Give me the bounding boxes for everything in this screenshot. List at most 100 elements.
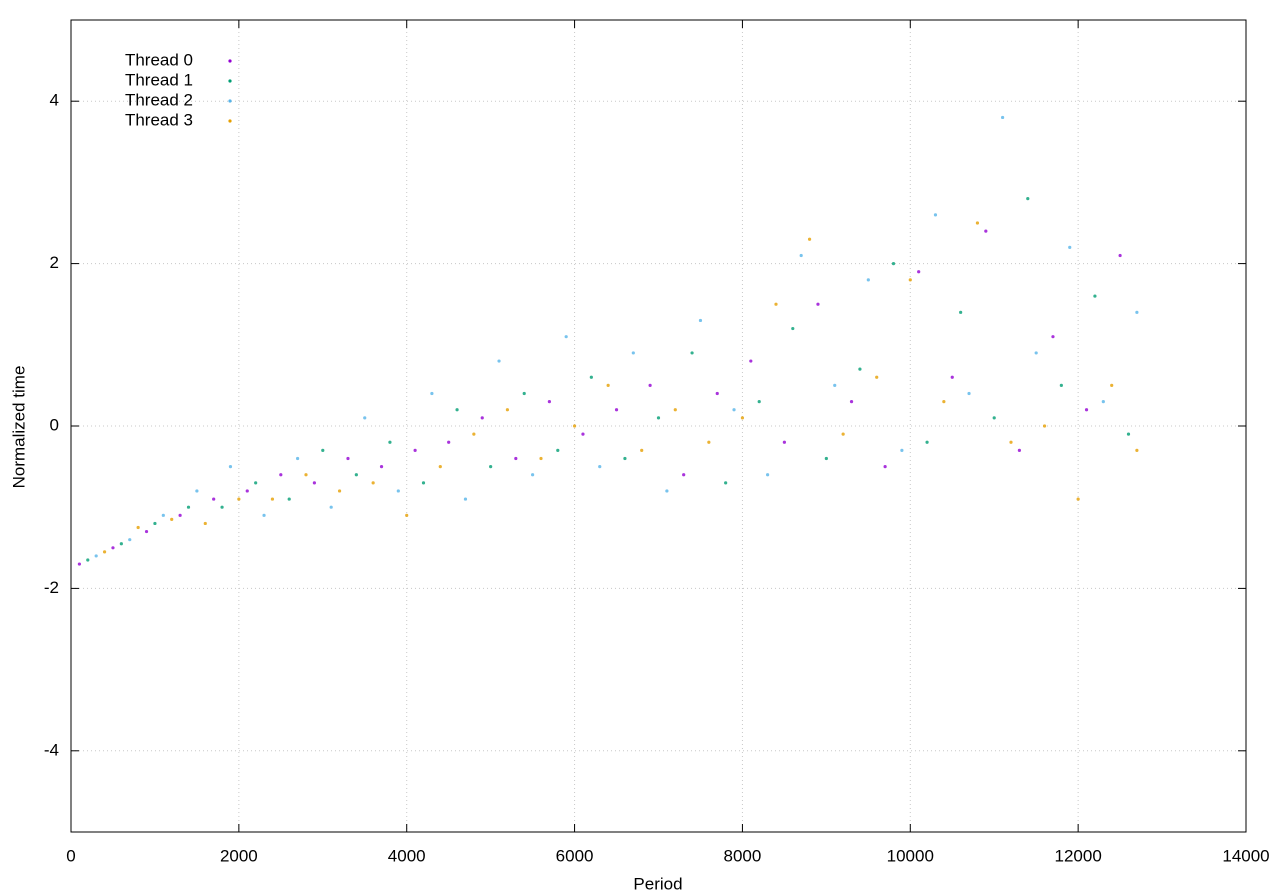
point <box>849 400 854 404</box>
point <box>1135 310 1139 314</box>
point <box>1135 448 1139 452</box>
point <box>329 505 333 509</box>
point <box>917 270 921 274</box>
y-tick-label: -4 <box>44 740 59 759</box>
legend-label: Thread 3 <box>125 110 193 129</box>
point <box>623 456 627 461</box>
point <box>161 513 165 517</box>
point <box>514 456 518 461</box>
point <box>195 489 199 493</box>
point <box>606 383 610 387</box>
point <box>564 335 568 339</box>
point <box>992 416 996 420</box>
x-tick-label: 12000 <box>1055 846 1102 865</box>
point <box>312 481 316 485</box>
point <box>967 391 971 396</box>
point <box>782 440 786 444</box>
point <box>505 408 510 412</box>
point <box>589 375 593 379</box>
point <box>1068 245 1072 249</box>
point <box>228 465 233 469</box>
point <box>86 558 90 562</box>
legend-marker <box>228 59 232 63</box>
point <box>77 562 81 566</box>
point <box>598 465 602 469</box>
point <box>791 326 795 331</box>
x-tick-label: 6000 <box>556 846 594 865</box>
point <box>119 542 123 546</box>
point <box>455 408 459 412</box>
point <box>547 400 551 404</box>
point <box>379 465 384 469</box>
point <box>866 278 870 282</box>
point <box>203 521 207 526</box>
point <box>279 473 283 477</box>
point <box>220 505 224 509</box>
point <box>799 253 803 258</box>
legend-marker <box>228 79 232 83</box>
y-tick-label: 0 <box>50 415 59 434</box>
point <box>102 550 107 554</box>
point <box>1051 335 1055 339</box>
point <box>136 525 140 530</box>
point <box>1093 294 1097 298</box>
point <box>1001 115 1005 120</box>
point <box>270 497 275 501</box>
point <box>128 538 132 542</box>
point <box>581 432 585 436</box>
x-tick-label: 2000 <box>220 846 258 865</box>
point <box>900 448 904 452</box>
point <box>950 375 954 379</box>
point <box>497 359 501 363</box>
y-axis-label: Normalized time <box>9 366 28 489</box>
point <box>807 237 812 241</box>
point <box>766 473 770 477</box>
point <box>371 481 375 485</box>
point <box>640 448 644 452</box>
point <box>925 440 929 444</box>
point <box>304 473 308 477</box>
point <box>480 416 484 420</box>
y-tick-label: 2 <box>50 253 59 272</box>
point <box>1059 383 1063 387</box>
point <box>472 432 476 436</box>
x-axis-label: Period <box>633 874 682 893</box>
point <box>153 521 157 526</box>
point <box>296 456 300 461</box>
point <box>421 481 426 485</box>
point <box>354 473 358 477</box>
point <box>346 456 350 461</box>
point <box>614 408 619 412</box>
point <box>749 359 753 363</box>
y-tick-label: -2 <box>44 578 59 597</box>
point <box>1042 424 1047 428</box>
point <box>740 416 745 420</box>
plot-border <box>70 19 1247 833</box>
x-tick-label: 14000 <box>1222 846 1269 865</box>
point <box>942 400 946 404</box>
point <box>698 318 703 323</box>
point <box>1009 440 1013 444</box>
legend-marker <box>228 99 232 103</box>
point <box>1110 383 1114 387</box>
point <box>287 497 291 501</box>
point <box>254 481 258 485</box>
x-tick-label: 8000 <box>724 846 762 865</box>
point <box>690 351 694 355</box>
point <box>833 383 837 387</box>
point <box>245 489 249 493</box>
point <box>556 448 560 452</box>
point <box>757 400 761 404</box>
point <box>337 489 342 493</box>
point <box>111 546 115 550</box>
point <box>1084 408 1089 412</box>
point <box>522 391 526 396</box>
point <box>178 513 182 517</box>
point <box>824 456 828 461</box>
point <box>572 424 577 428</box>
point <box>212 497 216 501</box>
y-tick-label: 4 <box>50 91 59 110</box>
point <box>321 448 325 452</box>
point <box>648 383 652 387</box>
